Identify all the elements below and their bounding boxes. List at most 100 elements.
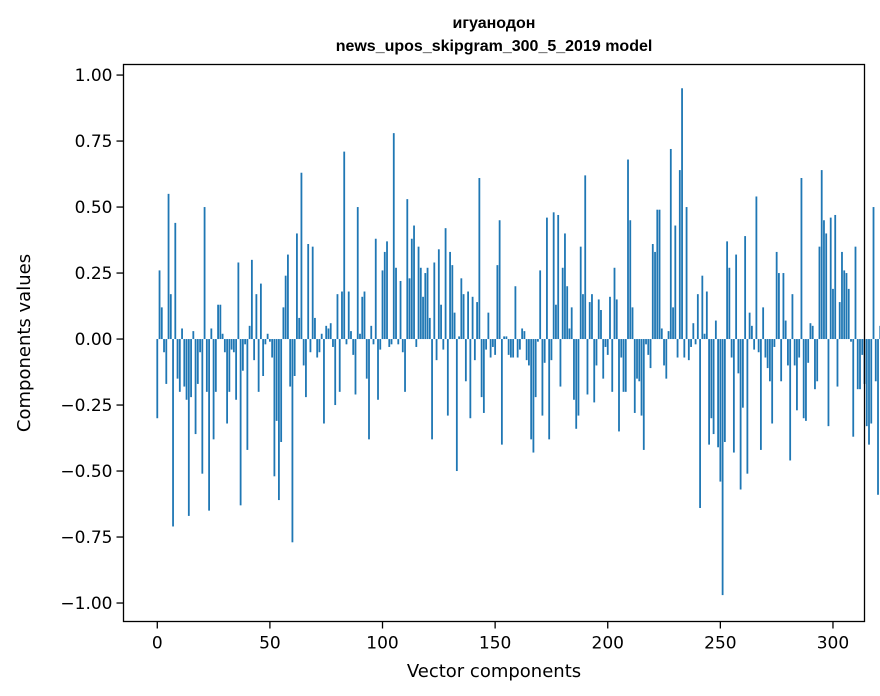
bar (156, 339, 159, 419)
bar (586, 339, 589, 395)
bar (696, 294, 699, 340)
bar (726, 241, 729, 340)
bar (854, 246, 857, 340)
bar (877, 339, 879, 495)
bar (829, 217, 832, 340)
bar (762, 307, 765, 340)
bar (352, 339, 355, 355)
bar (721, 339, 724, 596)
bar (676, 339, 679, 358)
bar (305, 339, 307, 398)
bar (814, 339, 816, 390)
bar (172, 339, 174, 527)
bar (185, 339, 188, 400)
bar (719, 339, 722, 482)
bar (217, 304, 219, 340)
bar (219, 304, 222, 340)
bar (537, 339, 539, 342)
bar (525, 339, 528, 361)
bar (811, 325, 814, 340)
bar (820, 170, 823, 340)
bar (838, 302, 841, 340)
y-axis-label: Components values (14, 254, 35, 432)
y-tick-label: 0.00 (75, 330, 113, 350)
bar (248, 325, 251, 340)
bar (681, 88, 683, 340)
bar (757, 339, 760, 353)
bar (178, 339, 181, 392)
bar (798, 339, 801, 358)
x-tick-label: 50 (259, 634, 281, 654)
bar (764, 339, 767, 358)
bar (843, 270, 846, 340)
bar (755, 196, 758, 340)
bar (410, 238, 413, 340)
bar (500, 339, 503, 445)
bar (291, 339, 294, 543)
bar (212, 339, 215, 440)
bar (859, 339, 861, 390)
bar (582, 294, 584, 340)
bar (539, 270, 542, 340)
bar (787, 339, 789, 366)
bar (872, 207, 875, 340)
bar (624, 339, 627, 392)
bar (478, 178, 481, 340)
bar (482, 339, 485, 413)
bar (311, 246, 314, 340)
bar (444, 228, 447, 340)
bar (548, 339, 551, 440)
bar (503, 336, 506, 340)
bar (338, 339, 341, 392)
bar (359, 333, 361, 340)
bar (672, 307, 674, 340)
bar (836, 339, 839, 387)
bar (167, 193, 170, 340)
bar (561, 267, 564, 340)
bar (395, 267, 397, 340)
bar (692, 323, 695, 340)
bar (383, 251, 386, 340)
bar (284, 275, 287, 340)
bar (381, 270, 384, 340)
bar (550, 339, 553, 361)
bar (825, 233, 828, 340)
bar (316, 339, 319, 358)
bar (246, 339, 249, 450)
x-axis-ticks: 0 50 100 150 200 250 300 (152, 621, 849, 654)
bar (174, 222, 177, 340)
bar (372, 339, 375, 345)
bar (597, 299, 600, 340)
bar (618, 339, 620, 432)
bar (595, 339, 598, 366)
bar (514, 286, 517, 340)
bar (832, 288, 834, 340)
bar (604, 339, 607, 347)
bar (361, 296, 364, 340)
y-tick-label: 0.75 (75, 132, 113, 152)
bar (780, 339, 783, 382)
bar (559, 339, 562, 387)
bar (437, 249, 440, 340)
bar (633, 339, 636, 413)
bar (491, 339, 494, 347)
bar (555, 304, 557, 340)
bar (771, 339, 774, 424)
bar (201, 339, 204, 474)
bar (280, 339, 283, 442)
bar (498, 220, 501, 340)
bar (566, 286, 569, 340)
bar (336, 294, 339, 340)
bar (656, 209, 659, 340)
bar (374, 238, 377, 340)
bar (406, 199, 409, 340)
bar (663, 339, 665, 366)
bar (723, 339, 726, 442)
bar (543, 339, 546, 363)
bar (345, 339, 348, 345)
bar (690, 339, 692, 347)
bar (735, 254, 738, 340)
bar (512, 339, 515, 358)
x-tick-label: 250 (704, 634, 736, 654)
bar (259, 283, 262, 340)
